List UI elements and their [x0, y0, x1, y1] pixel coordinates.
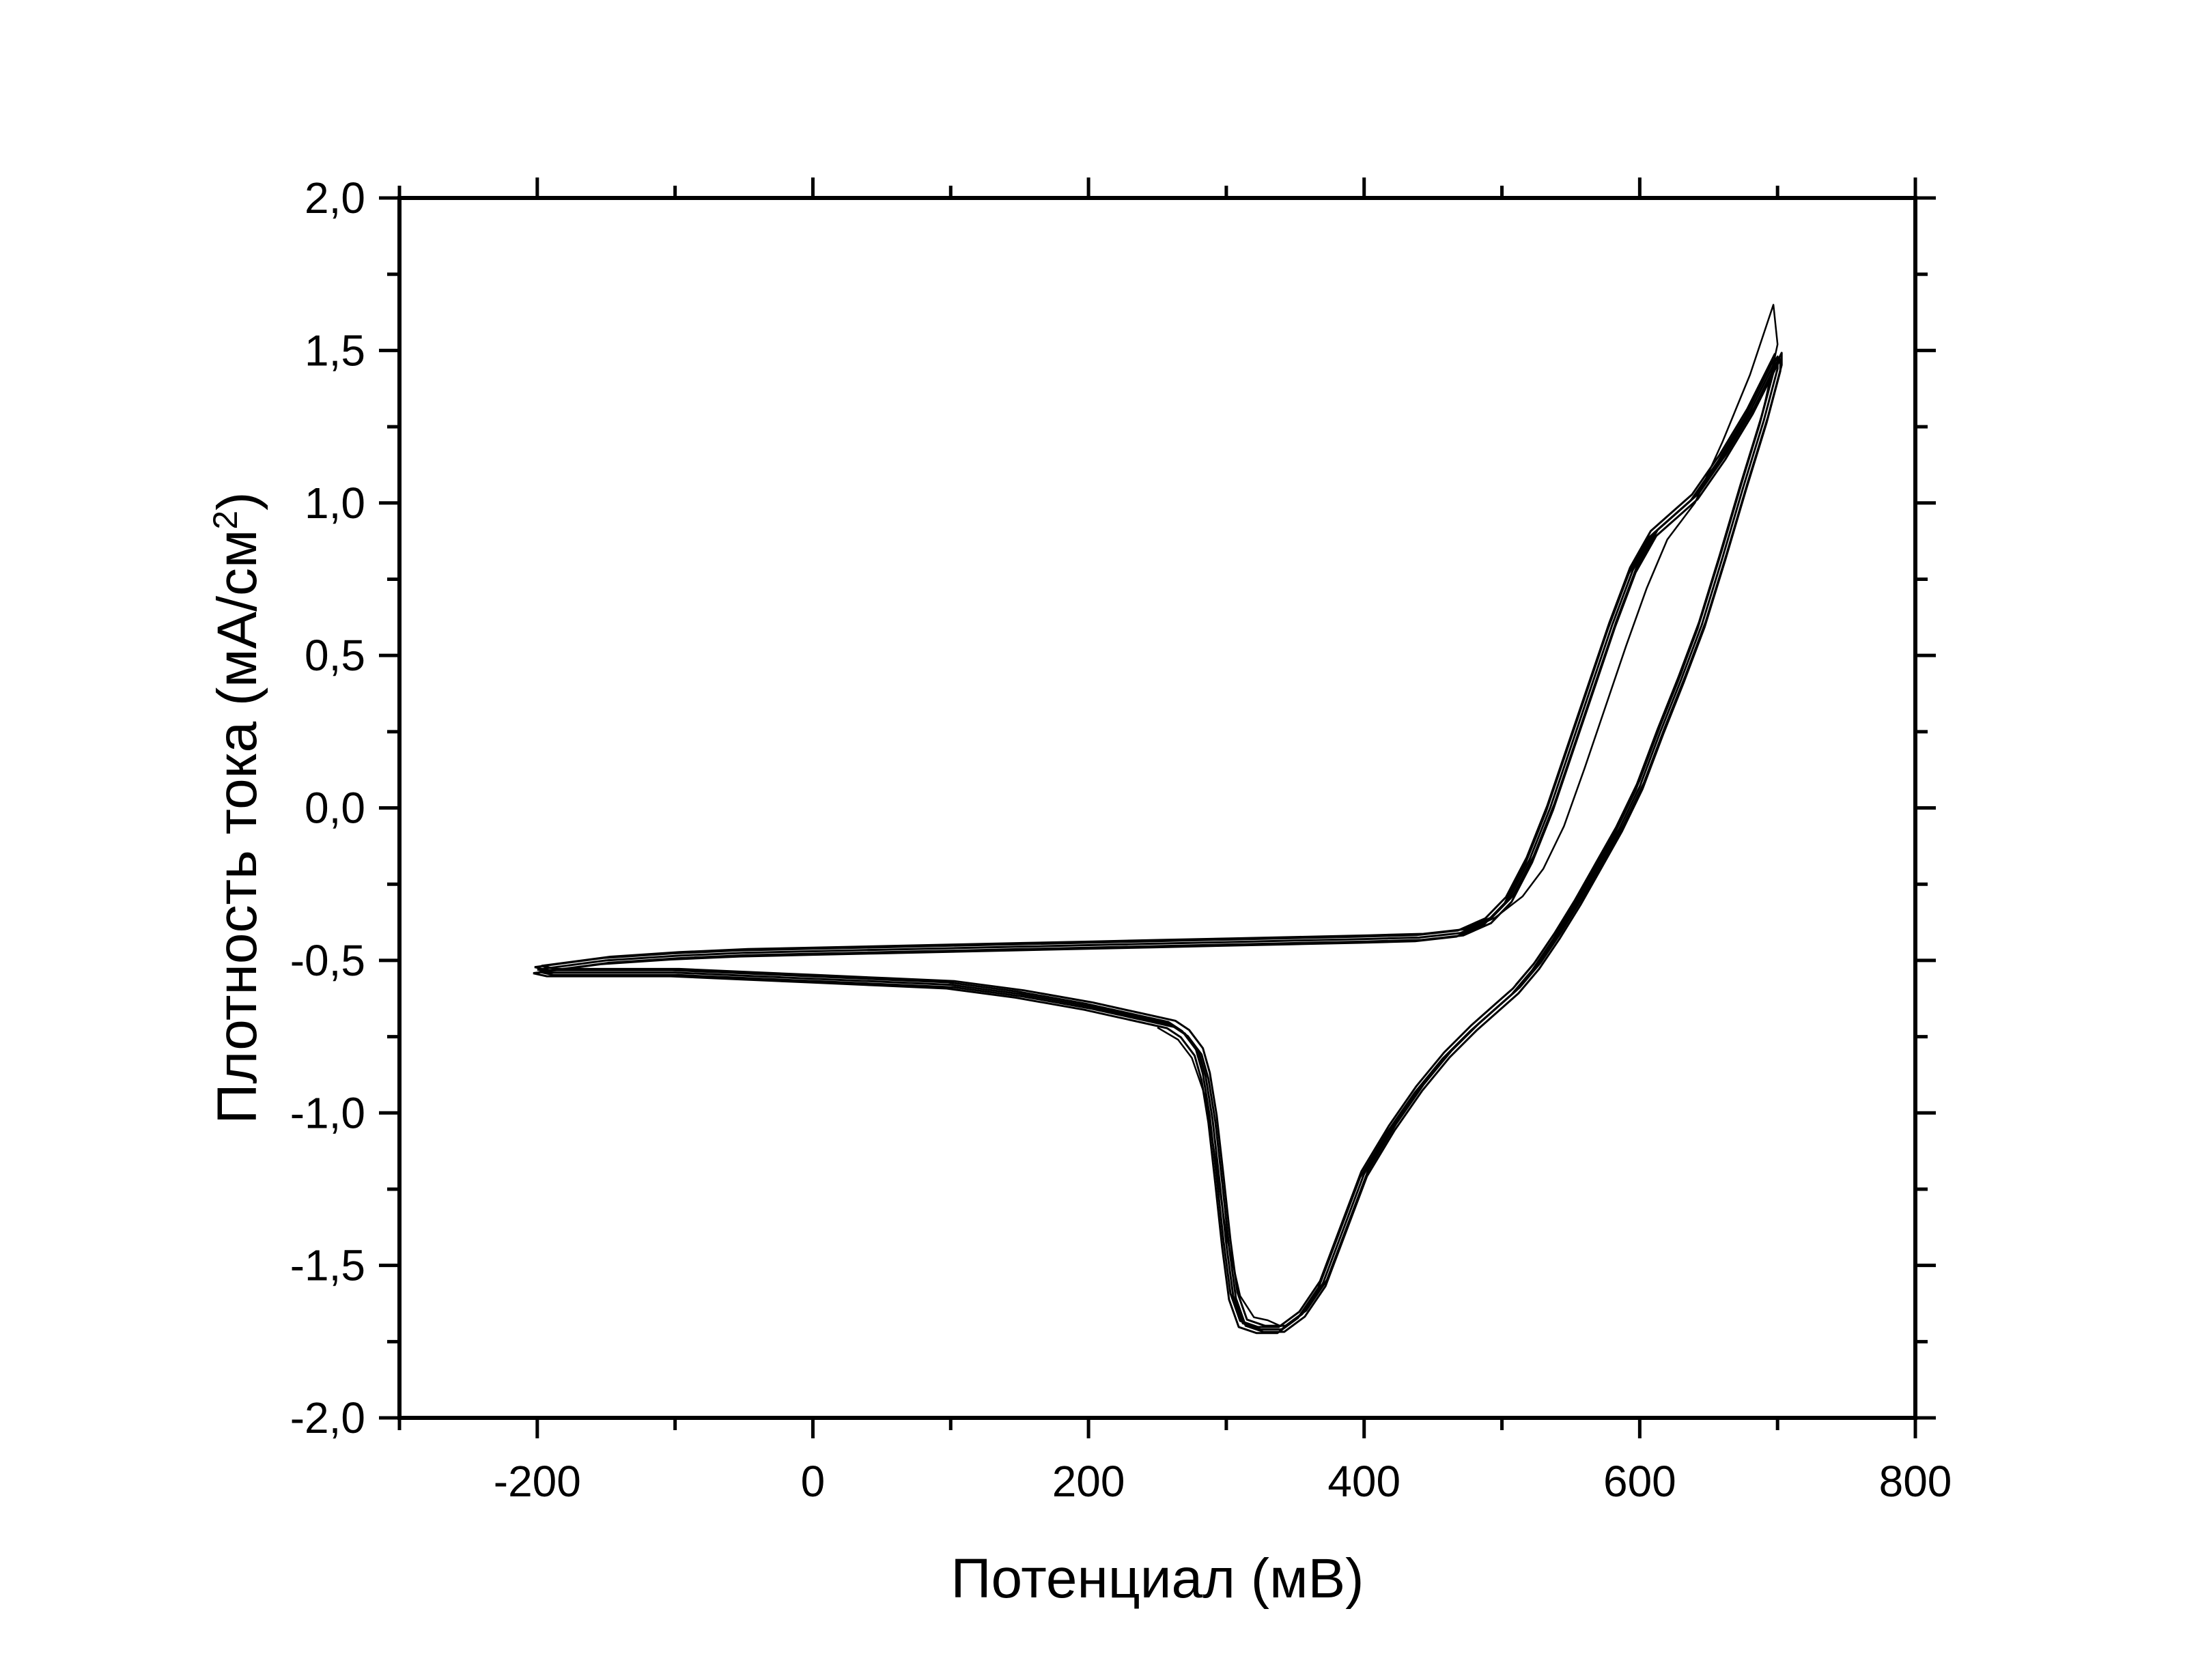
cv-cycle-curve: [533, 359, 1775, 1335]
y-tick-label: -2,0: [290, 1393, 365, 1442]
y-tick-label: 0,0: [305, 784, 365, 833]
y-tick-label: -1,5: [290, 1241, 365, 1290]
y-tick-label: 1,5: [305, 326, 365, 375]
y-axis-title-superscript: 2: [206, 511, 244, 530]
y-tick-label: 1,0: [305, 479, 365, 528]
y-axis-title-main: Плотность тока (мА/см: [206, 530, 268, 1124]
x-axis-title: Потенциал (мВ): [951, 1548, 1364, 1610]
plot-area-frame: [397, 196, 1917, 1420]
y-tick-label: -1,0: [290, 1088, 365, 1137]
cv-cycle-curve: [537, 355, 1779, 1330]
x-tick-label: 400: [1327, 1457, 1400, 1506]
x-tick-label: 0: [801, 1457, 826, 1506]
x-tick-label: -200: [494, 1457, 581, 1506]
cv-cycle-curve: [541, 352, 1783, 1327]
cv-cycle-curve: [539, 358, 1782, 1333]
x-tick-label: 600: [1603, 1457, 1676, 1506]
data-curves: [533, 304, 1783, 1335]
y-axis-ticks: 2,0 1,5 1,0 0,5 0,0 -0,5 -1,0 -1,5 -2,0: [290, 173, 1936, 1442]
y-tick-label: -0,5: [290, 936, 365, 985]
cv-cycle-curve: [1460, 304, 1779, 986]
y-tick-label: 0,5: [305, 631, 365, 680]
x-axis-ticks: -200 0 200 400 600 800: [397, 177, 1952, 1506]
x-tick-label: 200: [1052, 1457, 1125, 1506]
cv-cycle-curve: [534, 353, 1776, 1328]
x-tick-label: 800: [1879, 1457, 1952, 1506]
y-axis-title-close: ): [206, 492, 268, 511]
y-tick-label: 2,0: [305, 173, 365, 223]
cv-cycle-curve: [1157, 1027, 1282, 1328]
y-axis-title: Плотность тока (мА/см2): [206, 492, 268, 1124]
